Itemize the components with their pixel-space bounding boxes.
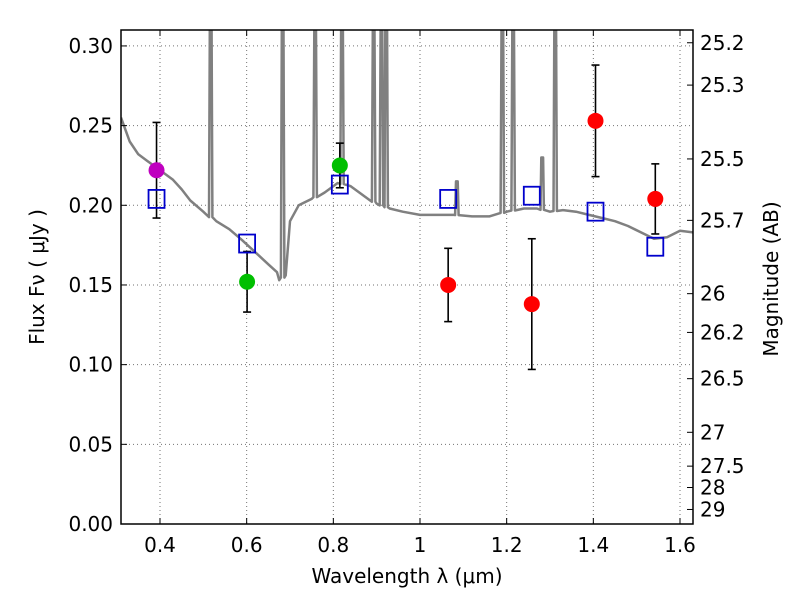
x-axis-title: Wavelength λ (μm) — [311, 564, 502, 588]
y-tick-label: 0.30 — [68, 34, 113, 58]
x-tick-label: 0.4 — [144, 533, 176, 557]
plot-frame — [120, 29, 694, 525]
y-tick-label: 0.05 — [68, 432, 113, 456]
y-tick-label: 0.10 — [68, 353, 113, 377]
x-tick-label: 1.6 — [664, 533, 696, 557]
mag-tick-label: 27.5 — [700, 454, 745, 478]
observed-point — [587, 112, 604, 129]
right-axis-title: Magnitude (AB) — [759, 201, 783, 356]
y-tick-label: 0.15 — [68, 273, 113, 297]
observed-point — [239, 273, 256, 290]
mag-tick-label: 26.5 — [700, 367, 745, 391]
model-spectrum-line — [121, 30, 693, 282]
grid-lines — [121, 30, 693, 525]
observed-point — [647, 190, 664, 207]
y-tick-label: 0.25 — [68, 114, 113, 138]
model-band-square — [147, 189, 166, 209]
model-band-square — [238, 233, 257, 254]
observed-point — [331, 157, 348, 174]
mag-tick-label: 25.3 — [700, 73, 745, 97]
mag-tick-label: 25.5 — [700, 147, 745, 171]
model-band-square — [330, 174, 349, 195]
observed-point — [440, 276, 457, 293]
mag-tick-label: 27 — [700, 420, 725, 444]
x-tick-label: 1 — [414, 533, 427, 557]
mag-tick-label: 25.2 — [700, 31, 745, 55]
observed-point — [148, 162, 165, 179]
mag-tick-label: 26 — [700, 282, 725, 306]
plot-area — [121, 30, 693, 371]
model-band-square — [586, 201, 605, 222]
y-tick-label: 0.00 — [68, 512, 113, 536]
mag-tick-label: 28 — [700, 475, 725, 499]
model-band-square — [522, 185, 541, 206]
y-axis-title: Flux Fν ( μJy ) — [25, 209, 49, 345]
mag-tick-label: 25.7 — [700, 208, 745, 232]
mag-tick-label: 26.2 — [700, 320, 745, 344]
x-tick-label: 1.4 — [577, 533, 609, 557]
x-tick-label: 1.2 — [491, 533, 523, 557]
y-tick-label: 0.20 — [68, 193, 113, 217]
model-band-square — [439, 189, 458, 209]
x-tick-label: 0.8 — [317, 533, 349, 557]
model-band-square — [646, 236, 665, 257]
axes: 0.4 0.6 0.8 1 1.2 1.4 1.6 0.00 0.05 0.10 0.15 0.20 0… — [68, 30, 745, 557]
mag-tick-label: 29 — [700, 497, 725, 521]
x-tick-label: 0.6 — [231, 533, 263, 557]
observed-point — [523, 296, 540, 313]
